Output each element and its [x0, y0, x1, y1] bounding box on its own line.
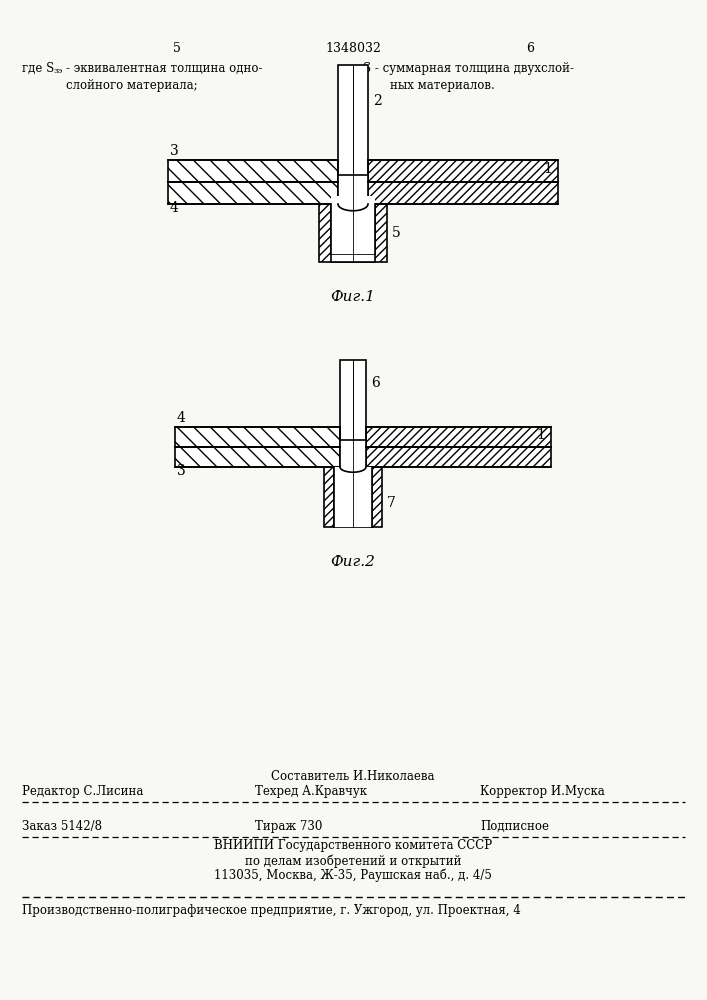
Bar [331, 204, 375, 254]
Text: Фиг.2: Фиг.2 [331, 555, 375, 569]
Bar [334, 467, 372, 527]
Bar [168, 182, 338, 204]
Bar [340, 360, 366, 440]
Text: 1: 1 [536, 428, 545, 442]
Text: Техред А.Кравчук: Техред А.Кравчук [255, 785, 367, 798]
Bar [175, 447, 340, 467]
Text: Корректор И.Муска: Корректор И.Муска [480, 785, 604, 798]
Text: ных материалов.: ных материалов. [390, 79, 495, 92]
Text: - эквивалентная толщина одно-: - эквивалентная толщина одно- [66, 62, 262, 75]
Text: 5: 5 [173, 42, 181, 55]
Bar [331, 196, 375, 254]
Bar [366, 427, 551, 447]
Text: 4: 4 [170, 201, 179, 215]
Bar [340, 406, 366, 468]
Text: Редактор С.Лисина: Редактор С.Лисина [22, 785, 144, 798]
Text: 2: 2 [373, 94, 382, 108]
Text: Подписное: Подписное [480, 820, 549, 833]
Text: 6: 6 [526, 42, 534, 55]
Text: Фиг.1: Фиг.1 [331, 290, 375, 304]
Text: 1348032: 1348032 [325, 42, 381, 55]
Bar [338, 65, 368, 175]
Text: Составитель И.Николаева: Составитель И.Николаева [271, 770, 435, 783]
Text: зэ: зэ [54, 67, 63, 75]
Bar [368, 160, 558, 182]
Text: 7: 7 [387, 496, 396, 510]
Bar [366, 447, 551, 467]
Text: слойного материала;: слойного материала; [66, 79, 198, 92]
Text: по делам изобретений и открытий: по делам изобретений и открытий [245, 854, 461, 867]
Text: Производственно-полиграфическое предприятие, г. Ужгород, ул. Проектная, 4: Производственно-полиграфическое предприя… [22, 904, 521, 917]
Text: S - суммарная толщина двухслой-: S - суммарная толщина двухслой- [363, 62, 574, 75]
Bar [368, 182, 558, 204]
Text: 3: 3 [177, 464, 186, 478]
Bar [331, 254, 375, 262]
Text: 5: 5 [392, 226, 401, 240]
Text: 1: 1 [543, 162, 552, 176]
Text: Заказ 5142/8: Заказ 5142/8 [22, 820, 102, 833]
Text: 3: 3 [170, 144, 179, 158]
Text: 4: 4 [177, 411, 186, 425]
Text: ВНИИПИ Государственного комитета СССР: ВНИИПИ Государственного комитета СССР [214, 839, 492, 852]
Text: 6: 6 [371, 376, 380, 390]
Bar [338, 137, 368, 205]
Bar [334, 467, 372, 527]
Text: где S: где S [22, 62, 54, 75]
Text: Тираж 730: Тираж 730 [255, 820, 322, 833]
Bar [175, 427, 340, 447]
Bar [324, 467, 382, 527]
Bar [319, 204, 387, 262]
Bar [168, 160, 338, 182]
Text: 113035, Москва, Ж-35, Раушская наб., д. 4/5: 113035, Москва, Ж-35, Раушская наб., д. … [214, 869, 492, 882]
